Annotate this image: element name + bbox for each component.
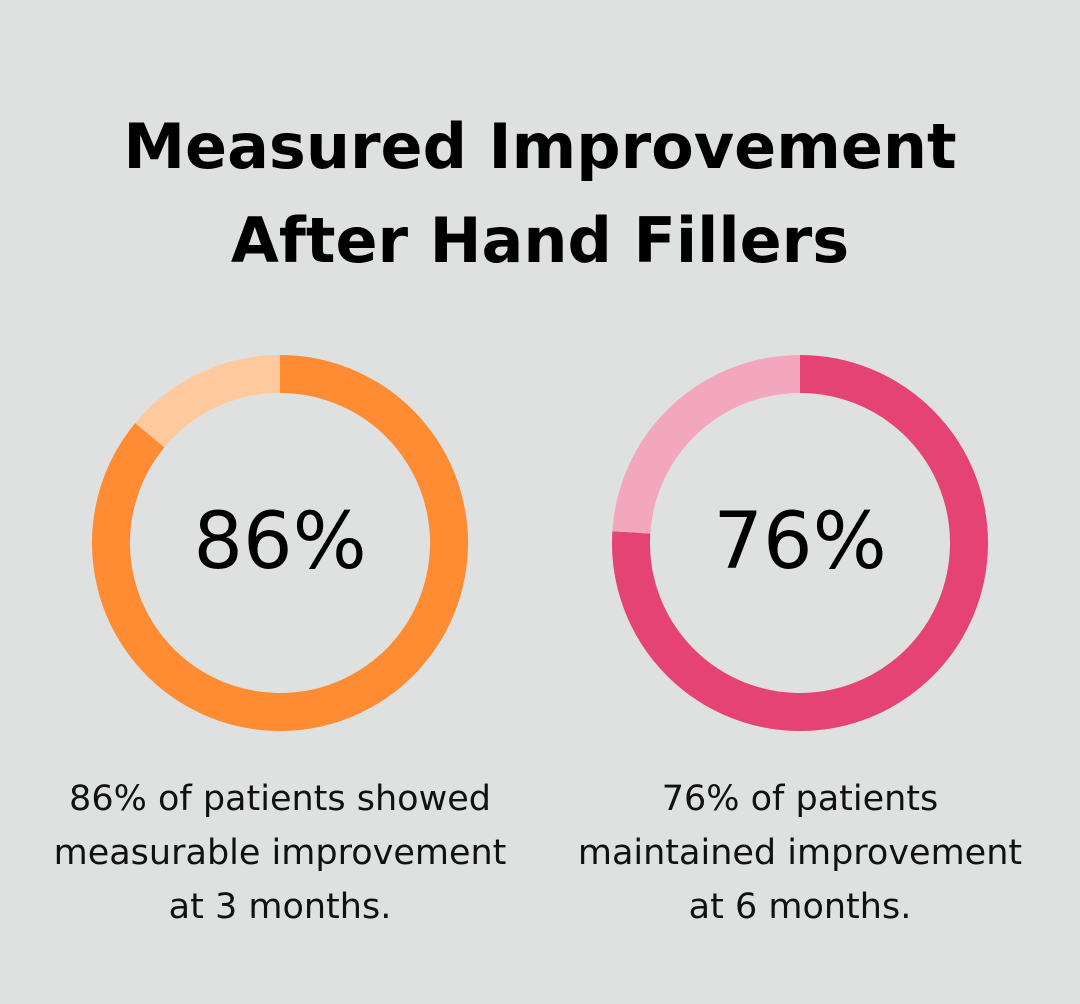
page-title: Measured Improvement After Hand Fillers xyxy=(0,100,1080,288)
donut-1-remainder-segment xyxy=(135,355,281,448)
caption-1-line-1: 86% of patients showed xyxy=(69,779,491,819)
caption-1-line-2: measurable improvement xyxy=(53,833,507,873)
donut-chart-2 xyxy=(612,355,988,731)
donut-1-value-segment xyxy=(92,355,468,731)
title-line-2: After Hand Fillers xyxy=(230,204,850,277)
caption-1: 86% of patients showed measurable improv… xyxy=(20,772,540,934)
title-line-1: Measured Improvement xyxy=(123,110,957,183)
donut-chart-1 xyxy=(92,355,468,731)
donut-1-center-label: 86% xyxy=(193,497,366,587)
donut-2-value-segment xyxy=(612,355,988,731)
donut-2-remainder-segment xyxy=(612,355,801,534)
caption-2-line-2: maintained improvement xyxy=(577,833,1023,873)
caption-1-line-3: at 3 months. xyxy=(168,887,392,927)
caption-2: 76% of patients maintained improvement a… xyxy=(540,772,1060,934)
donut-2-center-label: 76% xyxy=(713,497,886,587)
caption-2-line-1: 76% of patients xyxy=(661,779,939,819)
caption-2-line-3: at 6 months. xyxy=(688,887,912,927)
